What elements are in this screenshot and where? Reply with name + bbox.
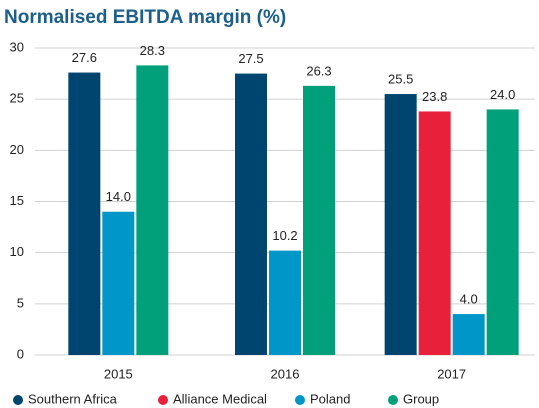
value-label: 10.2 bbox=[272, 228, 297, 243]
value-label: 27.6 bbox=[72, 50, 97, 65]
legend-label: Southern Africa bbox=[28, 391, 118, 406]
bar bbox=[384, 94, 417, 356]
x-tick-label: 2017 bbox=[437, 366, 466, 381]
bar bbox=[452, 314, 485, 355]
legend-label: Group bbox=[403, 391, 439, 406]
value-label: 28.3 bbox=[140, 43, 165, 58]
legend-marker bbox=[158, 395, 168, 405]
legend-marker bbox=[13, 395, 23, 405]
value-label: 27.5 bbox=[238, 51, 263, 66]
y-tick-label: 0 bbox=[17, 346, 24, 361]
legend-marker bbox=[388, 395, 398, 405]
bar bbox=[303, 85, 335, 355]
y-tick-label: 30 bbox=[10, 39, 24, 54]
y-tick-label: 25 bbox=[10, 91, 24, 106]
bar bbox=[486, 109, 519, 356]
value-label: 25.5 bbox=[388, 71, 413, 86]
x-tick-label: 2016 bbox=[271, 366, 300, 381]
value-label: 14.0 bbox=[106, 189, 131, 204]
legend-label: Alliance Medical bbox=[173, 391, 267, 406]
value-label: 24.0 bbox=[490, 87, 515, 102]
value-label: 26.3 bbox=[306, 63, 331, 78]
x-tick-label: 2015 bbox=[104, 366, 133, 381]
y-tick-label: 5 bbox=[17, 295, 24, 310]
chart-title: Normalised EBITDA margin (%) bbox=[4, 7, 286, 28]
y-tick-label: 10 bbox=[10, 244, 24, 259]
bar bbox=[235, 73, 267, 355]
bar bbox=[136, 65, 169, 355]
legend-marker bbox=[295, 395, 305, 405]
value-label: 4.0 bbox=[460, 292, 478, 307]
bar bbox=[102, 211, 135, 355]
y-tick-label: 15 bbox=[10, 193, 24, 208]
bar bbox=[68, 72, 101, 355]
y-tick-label: 20 bbox=[10, 142, 24, 157]
legend-label: Poland bbox=[310, 391, 350, 406]
bar bbox=[269, 250, 301, 355]
value-label: 23.8 bbox=[422, 89, 447, 104]
bar bbox=[418, 111, 451, 356]
